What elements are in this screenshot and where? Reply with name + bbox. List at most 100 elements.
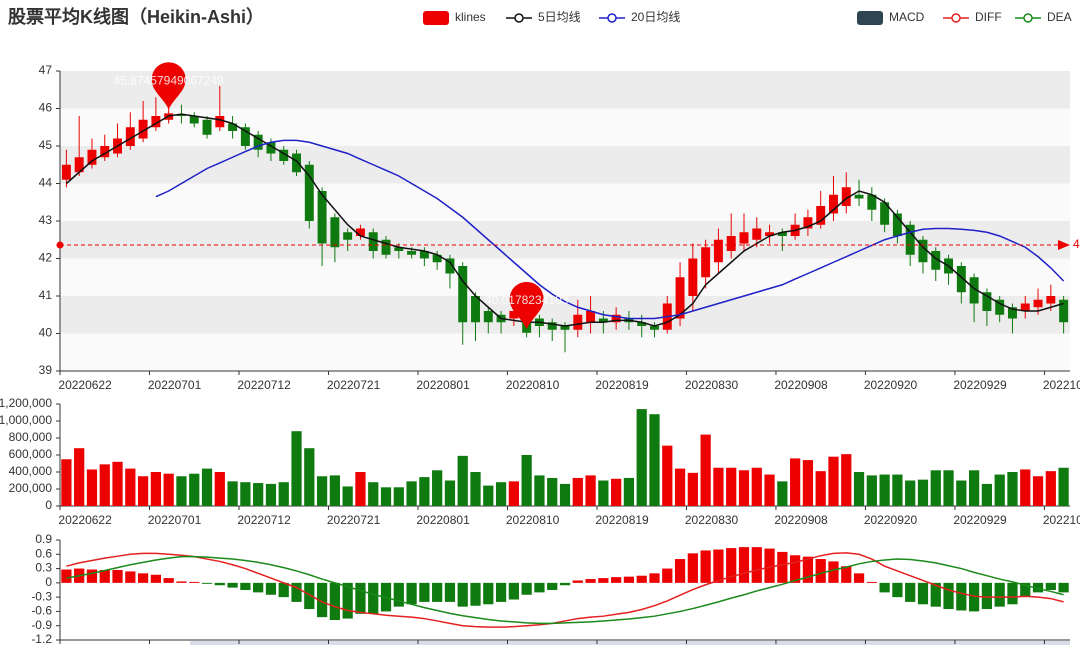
volume-bar bbox=[393, 487, 404, 506]
volume-bar bbox=[662, 445, 673, 506]
x-tick-label: 20220929 bbox=[953, 378, 1007, 392]
candle-body bbox=[202, 119, 212, 135]
candle-body bbox=[956, 266, 966, 293]
macd-bar bbox=[278, 582, 289, 598]
candle-body bbox=[777, 232, 787, 236]
legend-icon bbox=[607, 13, 617, 23]
volume-bar bbox=[150, 472, 161, 506]
volume-bar bbox=[905, 480, 916, 506]
volume-bar bbox=[342, 486, 353, 506]
macd-bar bbox=[559, 582, 571, 586]
macd-bar bbox=[828, 561, 839, 583]
volume-bar bbox=[790, 458, 801, 506]
volume-bar bbox=[828, 456, 839, 506]
y-tick-label: -0.9 bbox=[31, 618, 52, 632]
macd-bar bbox=[495, 582, 507, 602]
candle-body bbox=[765, 232, 775, 236]
candle-body bbox=[752, 228, 762, 240]
y-tick-label: 200,000 bbox=[9, 481, 53, 495]
legend-icon bbox=[1023, 13, 1033, 23]
macd-bar bbox=[150, 574, 161, 583]
candle-body bbox=[892, 213, 902, 236]
candle-body bbox=[368, 232, 378, 251]
macd-bar bbox=[214, 582, 225, 586]
macd-bar bbox=[956, 582, 967, 611]
candle-body bbox=[125, 127, 135, 146]
macd-bar bbox=[240, 582, 251, 590]
candle-body bbox=[675, 277, 685, 319]
volume-bar bbox=[1007, 472, 1018, 506]
x-tick-label: 20221017 bbox=[1043, 513, 1080, 527]
macd-bar bbox=[342, 582, 353, 619]
volume-bar bbox=[1032, 476, 1044, 506]
macd-bar bbox=[662, 568, 673, 583]
volume-bar bbox=[432, 470, 443, 506]
y-tick-label: -0.3 bbox=[31, 589, 52, 603]
macd-bar bbox=[841, 566, 852, 583]
x-tick-label: 20220712 bbox=[237, 378, 291, 392]
volume-bar bbox=[598, 480, 609, 506]
candle-body bbox=[880, 202, 890, 225]
macd-bar bbox=[547, 582, 558, 590]
macd-bar bbox=[649, 573, 660, 583]
macd-bar bbox=[112, 570, 123, 583]
y-tick-label: -1.2 bbox=[31, 632, 52, 645]
macd-bar bbox=[1058, 582, 1069, 593]
macd-bar bbox=[329, 582, 340, 620]
volume-bar bbox=[380, 487, 392, 506]
volume-bar bbox=[559, 483, 571, 506]
y-tick-label: 46 bbox=[39, 101, 53, 115]
candle-body bbox=[138, 119, 148, 139]
macd-line bbox=[66, 555, 1064, 625]
y-tick-label: 40 bbox=[39, 326, 53, 340]
volume-bar bbox=[61, 459, 72, 506]
macd-bar bbox=[176, 581, 187, 583]
y-tick-label: 0.3 bbox=[35, 561, 52, 575]
candle-body bbox=[547, 322, 557, 330]
volume-bar bbox=[508, 481, 519, 506]
macd-bar bbox=[969, 582, 980, 612]
candle-body bbox=[343, 232, 353, 240]
legend-icon bbox=[951, 13, 961, 23]
volume-bar bbox=[457, 455, 468, 506]
candle-body bbox=[151, 116, 161, 128]
candle-body bbox=[841, 187, 851, 206]
volume-bar bbox=[649, 414, 660, 506]
candle-body bbox=[407, 251, 417, 255]
macd-bar bbox=[585, 579, 596, 583]
volume-bar bbox=[636, 409, 647, 506]
volume-bar bbox=[368, 482, 379, 506]
y-tick-label: 43 bbox=[39, 213, 53, 227]
mark-point-label: 45.87457949067249 bbox=[114, 73, 224, 87]
macd-bar bbox=[674, 559, 686, 583]
legend-label: DIFF bbox=[975, 10, 1002, 24]
volume-bar bbox=[521, 455, 532, 506]
macd-bar bbox=[611, 577, 622, 583]
candle-body bbox=[471, 296, 480, 323]
volume-bar bbox=[74, 448, 85, 506]
candle-body bbox=[483, 311, 493, 323]
x-tick-label: 20220908 bbox=[774, 378, 828, 392]
mark-line-label: 42.36 bbox=[1073, 237, 1080, 251]
macd-bar bbox=[61, 569, 72, 583]
volume-bar bbox=[125, 468, 136, 506]
volume-bar bbox=[137, 476, 149, 506]
macd-bar bbox=[738, 547, 750, 583]
volume-bar bbox=[726, 467, 737, 506]
candle-body bbox=[240, 127, 250, 146]
x-tick-label: 20220721 bbox=[327, 378, 381, 392]
candle-body bbox=[176, 114, 186, 116]
volume-bar bbox=[841, 454, 852, 506]
volume-bar bbox=[866, 475, 877, 506]
volume-bar bbox=[981, 483, 993, 506]
candle-body bbox=[381, 239, 391, 255]
y-tick-label: 800,000 bbox=[9, 430, 53, 444]
macd-bar bbox=[636, 575, 647, 583]
candle-body bbox=[355, 228, 365, 236]
x-tick-label: 20220810 bbox=[506, 513, 560, 527]
candle-body bbox=[458, 266, 468, 323]
legend-label: 5日均线 bbox=[538, 10, 581, 24]
volume-bar bbox=[917, 479, 929, 506]
candle-body bbox=[598, 318, 608, 323]
macd-bar bbox=[764, 548, 775, 583]
